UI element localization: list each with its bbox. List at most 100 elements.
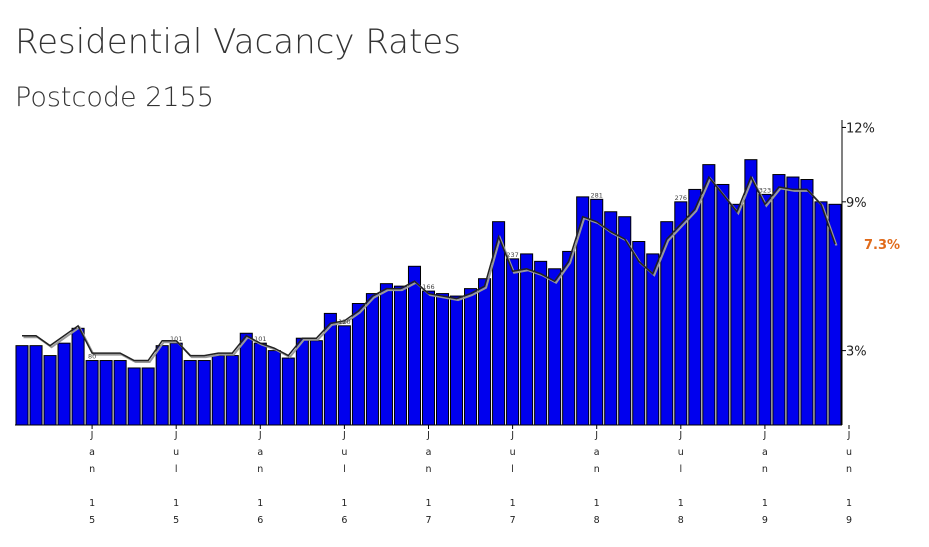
line-layer	[22, 175, 838, 364]
x-tick-char: J	[678, 430, 682, 441]
x-tick-label: Jan 1 6	[257, 430, 263, 526]
bar	[562, 250, 576, 426]
bar	[183, 360, 197, 426]
bar	[365, 293, 379, 426]
axis-layer: 3%9%12%7.3%Jan15Jul15Jan16Jul16Jan17Jul1…	[15, 120, 900, 526]
bar	[393, 285, 407, 426]
x-tick-char: u	[510, 447, 516, 458]
bar	[688, 188, 702, 426]
data-label: 279	[843, 0, 855, 2]
bar	[225, 355, 239, 426]
x-tick-char: 9	[846, 515, 852, 526]
x-tick-char: J	[763, 430, 767, 441]
bar	[800, 179, 814, 426]
trend-line-shadow	[23, 176, 838, 364]
x-tick-char: a	[762, 447, 768, 458]
bar	[57, 342, 71, 426]
x-tick-char: 5	[89, 515, 95, 526]
bar	[281, 357, 295, 426]
bar	[309, 340, 323, 426]
x-tick-char: u	[341, 447, 347, 458]
x-tick-char: 1	[341, 498, 347, 509]
x-tick-char: n	[257, 464, 263, 475]
current-value-label: 7.3%	[864, 238, 900, 253]
bars-layer	[15, 159, 842, 426]
x-tick-char: 7	[425, 515, 431, 526]
bar	[632, 241, 646, 426]
x-tick-char: 7	[510, 515, 516, 526]
data-label: 101	[170, 335, 182, 343]
data-label: 101	[254, 335, 266, 343]
chart-subtitle: Postcode 2155	[15, 82, 214, 113]
bar	[155, 345, 169, 426]
x-tick-char: 5	[173, 515, 179, 526]
x-tick-char: J	[594, 430, 598, 441]
bar	[267, 350, 281, 426]
x-tick-char: n	[846, 464, 852, 475]
x-tick-char: l	[511, 464, 514, 475]
x-tick-char: n	[762, 464, 768, 475]
bar	[590, 198, 604, 426]
bar	[29, 345, 43, 426]
bar	[421, 290, 436, 426]
y-tick-label: 9%	[846, 196, 867, 211]
data-label: 281	[590, 191, 602, 199]
x-tick-char: J	[342, 430, 346, 441]
x-tick-char: J	[510, 430, 514, 441]
bar	[407, 265, 422, 426]
bar	[211, 355, 225, 426]
x-tick-label: Jan 1 8	[594, 430, 600, 526]
x-tick-char: n	[594, 464, 600, 475]
bar	[43, 355, 57, 426]
bar	[758, 193, 772, 426]
x-tick-label: Jun 1 9	[846, 430, 852, 526]
bar	[435, 293, 450, 426]
trend-line	[22, 175, 836, 362]
x-tick-char: 1	[678, 498, 684, 509]
x-tick-char: 6	[257, 515, 263, 526]
bar	[674, 201, 688, 426]
bar	[506, 258, 520, 426]
x-tick-char: 1	[173, 498, 179, 509]
x-tick-char: 1	[510, 498, 516, 509]
labels-layer: 80 101 101 120 166 237 281 276 323 279	[88, 0, 855, 361]
data-label: 276	[675, 194, 687, 202]
bar	[99, 360, 113, 426]
x-tick-char: J	[258, 430, 262, 441]
x-tick-label: Jan 1 7	[425, 430, 431, 526]
x-tick-char: 1	[89, 498, 95, 509]
bar	[169, 342, 183, 426]
bar	[464, 288, 478, 426]
x-tick-char: a	[426, 447, 432, 458]
x-tick-char: l	[343, 464, 346, 475]
x-tick-label: Jan 1 9	[762, 430, 768, 526]
bar	[828, 203, 842, 426]
x-tick-label: Jul 1 8	[678, 430, 684, 526]
bar	[141, 367, 155, 426]
bar	[127, 367, 141, 426]
bar	[618, 216, 632, 426]
x-tick-label: Jul 1 6	[341, 430, 347, 526]
x-tick-char: J	[426, 430, 430, 441]
x-tick-char: n	[89, 464, 95, 475]
x-tick-label: Jul 1 7	[510, 430, 516, 526]
x-tick-label: Jan 1 5	[89, 430, 95, 526]
bar	[295, 337, 309, 426]
y-tick-label: 3%	[846, 345, 867, 360]
x-tick-char: a	[594, 447, 600, 458]
x-tick-char: 1	[762, 498, 768, 509]
bar	[337, 325, 351, 426]
bar	[379, 283, 393, 426]
bar	[604, 211, 618, 426]
bar	[646, 253, 660, 426]
bar	[716, 183, 730, 426]
x-tick-label: Jul 1 5	[173, 430, 179, 526]
bar	[548, 268, 562, 426]
bar	[450, 295, 464, 426]
bar	[239, 332, 253, 426]
bar	[744, 159, 758, 426]
bar	[702, 164, 716, 426]
data-label: 237	[506, 251, 518, 259]
x-tick-char: 9	[762, 515, 768, 526]
